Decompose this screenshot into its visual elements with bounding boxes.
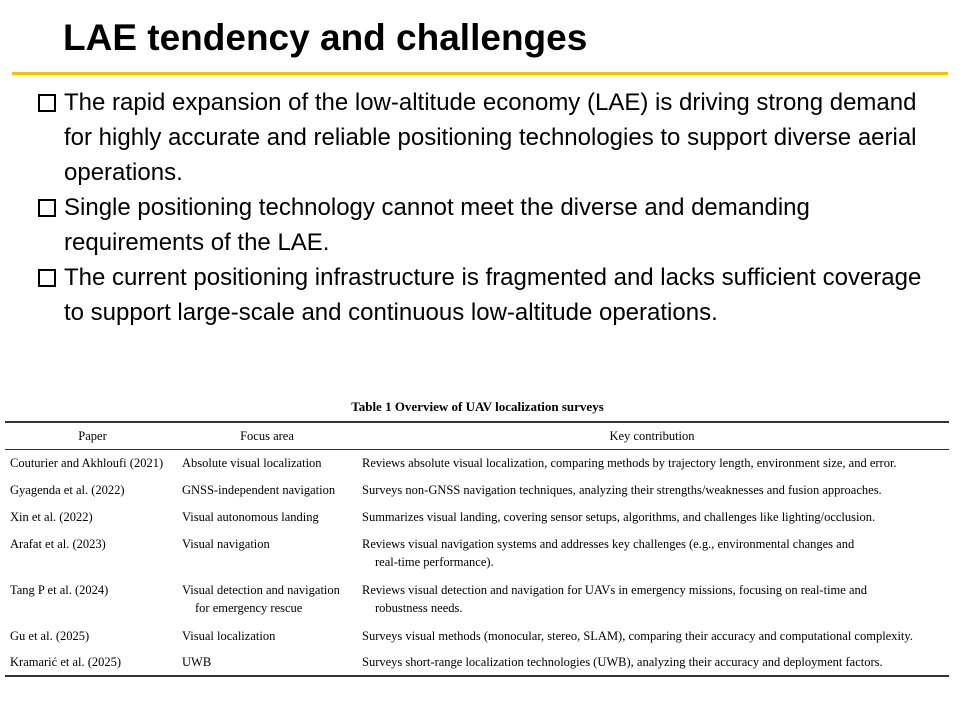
table-cell-contribution: Reviews visual navigation systems and ad… xyxy=(362,537,855,551)
table-header-rule xyxy=(5,449,949,450)
hollow-square-icon xyxy=(38,199,56,217)
table-cell-focus: Visual autonomous landing xyxy=(182,510,319,524)
table-cell-paper: Arafat et al. (2023) xyxy=(10,537,106,551)
header-paper: Paper xyxy=(78,429,107,443)
bullet-text: The current positioning infrastructure i… xyxy=(64,264,922,326)
table-cell-focus: Visual localization xyxy=(182,629,276,643)
table-cell-focus: Absolute visual localization xyxy=(182,456,322,470)
table-cell-focus: GNSS-independent navigation xyxy=(182,483,336,497)
table-top-rule xyxy=(5,421,949,423)
table-cell-focus: UWB xyxy=(182,655,212,669)
table-cell-paper: Gyagenda et al. (2022) xyxy=(10,483,125,497)
slide-title: LAE tendency and challenges xyxy=(63,17,588,58)
table-cell-contribution: Reviews absolute visual localization, co… xyxy=(362,456,897,470)
bullet-text: The rapid expansion of the low-altitude … xyxy=(64,89,917,186)
table-cell-contribution: Reviews visual detection and navigation … xyxy=(362,583,867,597)
table-cell-contribution: Surveys visual methods (monocular, stere… xyxy=(362,629,913,643)
table-bottom-rule xyxy=(5,675,949,677)
table-caption: Table 1 Overview of UAV localization sur… xyxy=(351,399,604,414)
table-cell-paper: Couturier and Akhloufi (2021) xyxy=(10,456,164,470)
table-cell-paper: Kramarić et al. (2025) xyxy=(10,655,122,669)
table-cell-contribution: real-time performance). xyxy=(375,555,494,569)
table-cell-focus: Visual navigation xyxy=(182,537,270,551)
table-cell-paper: Xin et al. (2022) xyxy=(10,510,93,524)
bullet-text: Single positioning technology cannot mee… xyxy=(64,194,810,256)
table-cell-focus: for emergency rescue xyxy=(195,601,303,615)
header-focus-area: Focus area xyxy=(240,429,294,443)
table-cell-contribution: Summarizes visual landing, covering sens… xyxy=(362,510,876,524)
table-cell-focus: Visual detection and navigation xyxy=(182,583,340,597)
hollow-square-icon xyxy=(38,269,56,287)
table-cell-contribution: Surveys short-range localization technol… xyxy=(362,655,883,669)
bullet-item: Single positioning technology cannot mee… xyxy=(36,190,936,260)
hollow-square-icon xyxy=(38,94,56,112)
table-cell-contribution: robustness needs. xyxy=(375,601,463,615)
table-cell-paper: Tang P et al. (2024) xyxy=(10,583,109,597)
title-underline xyxy=(12,72,948,75)
bullet-item: The current positioning infrastructure i… xyxy=(36,260,936,330)
table-cell-paper: Gu et al. (2025) xyxy=(10,629,90,643)
bullet-list: The rapid expansion of the low-altitude … xyxy=(36,85,936,330)
bullet-item: The rapid expansion of the low-altitude … xyxy=(36,85,936,190)
table-cell-contribution: Surveys non-GNSS navigation techniques, … xyxy=(362,483,882,497)
header-key-contribution: Key contribution xyxy=(609,429,695,443)
